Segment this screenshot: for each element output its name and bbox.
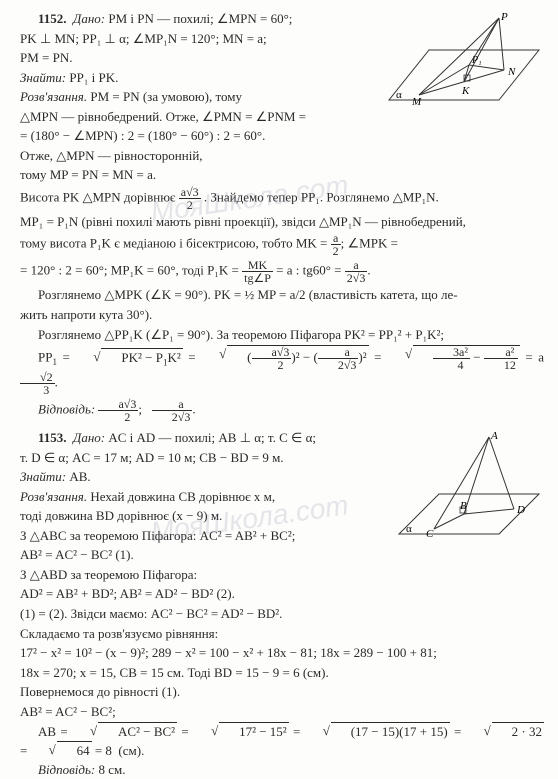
diagram-1153: A B C D α <box>394 429 544 549</box>
solution-text: ; ∠MPK = <box>341 236 398 251</box>
solution-text: Складаємо та розв'язуємо рівняння: <box>20 625 544 643</box>
problem-1153: A B C D α 1153. Дано: AC і AD — похилі; … <box>20 429 544 779</box>
solution-text: Розглянемо △PP₁K (∠P₁ = 90°). За теоремо… <box>20 326 544 344</box>
given-text: AC і AD — похилі; AB ⊥ α; т. C ∈ α; <box>108 430 316 445</box>
problem-1152: P P₁ M N K α 1152. Дано: PM і PN — похил… <box>20 10 544 423</box>
answer-value: a2√3 <box>152 398 193 423</box>
svg-text:α: α <box>396 89 402 101</box>
svg-text:D: D <box>516 504 525 516</box>
find-text: AB. <box>69 469 90 484</box>
solution-text: = (180° − ∠MPN) : 2 = (180° − 60°) : 2 =… <box>20 127 544 145</box>
svg-text:K: K <box>461 85 470 97</box>
solution-text: (1) = (2). Звідси маємо: AC² − BC² = AD²… <box>20 605 544 623</box>
answer-value: a√32 <box>98 398 138 423</box>
svg-text:P₁: P₁ <box>471 55 482 66</box>
find-text: PP₁ і PK. <box>69 70 118 85</box>
fraction: a2 <box>331 232 341 257</box>
solution-text: = 120° : 2 = 60°; MP₁K = 60°, тоді P₁K = <box>20 263 242 278</box>
solution-text: . Знайдемо тепер PP₁. Розглянемо △MP₁N. <box>204 189 439 204</box>
solution-text: Розглянемо △MPK (∠K = 90°). PK = ½ MP = … <box>20 286 544 304</box>
answer-value: 8 см. <box>98 762 125 777</box>
solution-text: 18x = 270; x = 15, CB = 15 см. Тоді BD =… <box>20 664 544 682</box>
solution-text: жить напроти кута 30°). <box>20 306 544 324</box>
svg-text:B: B <box>460 500 467 512</box>
solution-text: AB² = AC² − BC²; <box>20 703 544 721</box>
diagram-1152: P P₁ M N K α <box>384 10 544 120</box>
given-label: Дано: <box>73 11 105 26</box>
solution-text: AD² = AB² + BD²; AB² = AD² − BD² (2). <box>20 585 544 603</box>
equation: AB = AC² − BC² = 17² − 15² = (17 − 15)(1… <box>20 722 544 759</box>
find-label: Знайти: <box>20 469 66 484</box>
fraction: a2√3 <box>345 259 368 284</box>
given-text: PM і PN — похилі; ∠MPN = 60°; <box>108 11 292 26</box>
solution-text: Нехай довжина CB дорівнює x м, <box>90 489 275 504</box>
solution-text: Отже, △MPN — рівносторонній, <box>20 147 544 165</box>
fraction: a√32 <box>179 186 201 211</box>
problem-number: 1153. <box>38 430 67 445</box>
solution-text: MP₁ = P₁N (рівні похилі мають рівні прое… <box>20 213 544 231</box>
solution-label: Розв'язання. <box>20 89 87 104</box>
solution-text: = a : tg60° = <box>276 263 345 278</box>
solution-text: Висота PK △MPN дорівнює <box>20 189 179 204</box>
solution-text: Повернемося до рівності (1). <box>20 683 544 701</box>
fraction: MKtg∠P <box>242 259 273 284</box>
find-label: Знайти: <box>20 70 66 85</box>
given-label: Дано: <box>73 430 105 445</box>
solution-text: З △ABD за теоремою Піфагора: <box>20 566 544 584</box>
solution-text: PM = PN (за умовою), тому <box>90 89 242 104</box>
equation: PP1 = PK² − P1K² = (a√32)² − (a2√3)² = 3… <box>20 345 544 396</box>
solution-text: 17² − x² = 10² − (x − 9)²; 289 − x² = 10… <box>20 644 544 662</box>
svg-text:A: A <box>490 430 498 442</box>
svg-text:M: M <box>411 96 422 108</box>
svg-text:P: P <box>500 11 508 23</box>
answer-label: Відповідь: <box>38 762 95 777</box>
solution-text: тому MP = PN = MN = a. <box>20 166 544 184</box>
svg-text:α: α <box>406 523 412 535</box>
answer-label: Відповідь: <box>38 402 95 417</box>
svg-text:C: C <box>426 528 434 540</box>
svg-text:N: N <box>507 66 516 78</box>
solution-text: тому висота P₁K є медіаною і бісектрисою… <box>20 236 331 251</box>
problem-number: 1152. <box>38 11 67 26</box>
solution-label: Розв'язання. <box>20 489 87 504</box>
